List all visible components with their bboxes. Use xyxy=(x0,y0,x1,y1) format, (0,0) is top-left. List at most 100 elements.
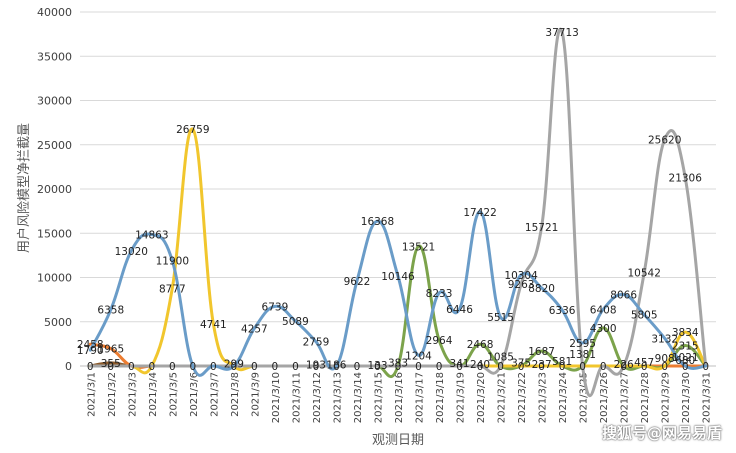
zero-value-label: 0 xyxy=(456,361,463,373)
data-label: 186 xyxy=(326,359,346,371)
data-label: 16368 xyxy=(361,216,394,228)
zero-value-label: 0 xyxy=(107,361,114,373)
data-label: 13521 xyxy=(402,241,435,253)
zero-value-label: 0 xyxy=(210,361,217,373)
zero-value-label: 0 xyxy=(87,361,94,373)
x-tick-label: 2021/3/29 xyxy=(661,372,672,423)
x-tick-label: 2021/3/21 xyxy=(497,372,508,423)
data-label: 8066 xyxy=(610,290,637,302)
zero-value-label: 0 xyxy=(682,361,689,373)
x-tick-label: 2021/3/8 xyxy=(230,372,241,417)
data-label: 4257 xyxy=(241,323,268,335)
data-label: 2964 xyxy=(426,335,453,347)
data-label: 8777 xyxy=(159,283,186,295)
data-label: 2759 xyxy=(303,337,330,349)
data-label: 10304 xyxy=(504,270,538,282)
x-tick-label: 2021/3/18 xyxy=(435,372,446,423)
y-tick-label: 30000 xyxy=(37,95,72,108)
x-tick-label: 2021/3/27 xyxy=(620,372,631,423)
data-label: 908 xyxy=(655,353,675,365)
zero-value-label: 0 xyxy=(661,361,668,373)
data-label: 3132 xyxy=(651,333,678,345)
data-label: 457 xyxy=(634,357,654,369)
zero-value-label: 0 xyxy=(600,361,607,373)
zero-value-label: 0 xyxy=(436,361,443,373)
data-label: 6739 xyxy=(262,301,289,313)
y-tick-label: 25000 xyxy=(37,139,72,152)
zero-value-label: 0 xyxy=(559,361,566,373)
x-tick-label: 2021/3/19 xyxy=(456,372,467,423)
zero-value-label: 0 xyxy=(374,361,381,373)
data-label: 4741 xyxy=(200,319,227,331)
y-tick-label: 15000 xyxy=(37,227,72,240)
data-label: 9622 xyxy=(344,276,371,288)
y-tick-label: 20000 xyxy=(37,183,72,196)
x-tick-label: 2021/3/26 xyxy=(599,372,610,423)
zero-value-label: 0 xyxy=(251,361,258,373)
x-tick-label: 2021/3/15 xyxy=(373,372,384,423)
data-label: 240 xyxy=(470,359,490,371)
data-label: 299 xyxy=(224,358,244,370)
data-label: 6336 xyxy=(549,305,576,317)
data-label: 1204 xyxy=(405,350,432,362)
data-label: 1965 xyxy=(97,344,124,356)
data-label: 10542 xyxy=(627,268,660,280)
data-label: 3834 xyxy=(672,327,699,339)
y-tick-label: 5000 xyxy=(44,316,72,329)
data-label: 2315 xyxy=(672,341,699,353)
data-label: 680 xyxy=(675,355,695,367)
data-label: 4300 xyxy=(590,323,617,335)
x-tick-label: 2021/3/14 xyxy=(353,372,364,423)
x-tick-label: 2021/3/16 xyxy=(394,372,405,423)
data-label: 6358 xyxy=(97,305,124,317)
x-axis-title: 观测日期 xyxy=(372,433,424,448)
x-tick-label: 2021/3/12 xyxy=(312,372,323,423)
y-tick-label: 0 xyxy=(65,360,72,373)
gridlines xyxy=(80,11,716,367)
x-tick-label: 2021/3/24 xyxy=(558,372,569,423)
zero-markers: 0 0 0 0 0 0 0 0 0 0 0 0 0 0 0 0 0 0 0 0 0 0 0 0 0 0 0 0 0 0 0 xyxy=(87,361,709,373)
data-label: 1021 xyxy=(672,352,699,364)
zero-value-label: 0 xyxy=(169,361,176,373)
data-label: 226 xyxy=(614,359,634,371)
y-axis-title: 用户风险模型净拦截量 xyxy=(16,123,32,253)
zero-value-label: 0 xyxy=(620,361,627,373)
zero-value-label: 0 xyxy=(538,361,545,373)
data-label: 13020 xyxy=(115,246,148,258)
x-tick-label: 2021/3/2 xyxy=(107,372,118,417)
zero-value-label: 0 xyxy=(354,361,361,373)
x-tick-label: 2021/3/17 xyxy=(415,372,426,423)
zero-value-label: 0 xyxy=(702,361,709,373)
data-label: 10146 xyxy=(381,271,415,283)
zero-value-label: 0 xyxy=(231,361,238,373)
x-tick-label: 2021/3/10 xyxy=(271,372,282,423)
data-label: 355 xyxy=(101,358,121,370)
data-label: 2595 xyxy=(569,338,596,350)
zero-value-label: 0 xyxy=(395,361,402,373)
data-label: 375 xyxy=(511,358,531,370)
watermark: 搜狐号@网易易盾 xyxy=(601,424,722,442)
data-label: 6446 xyxy=(446,304,473,316)
zero-value-label: 0 xyxy=(148,361,155,373)
data-label: 5515 xyxy=(487,312,514,324)
data-label: 9263 xyxy=(508,279,535,291)
x-tick-label: 2021/3/13 xyxy=(332,372,343,423)
x-tick-label: 2021/3/11 xyxy=(291,372,302,423)
data-label: 26759 xyxy=(176,124,209,136)
zero-value-label: 0 xyxy=(128,361,135,373)
x-tick-label: 2021/3/28 xyxy=(640,372,651,423)
x-tick-label: 2021/3/31 xyxy=(702,372,713,423)
data-label: 8233 xyxy=(426,288,453,300)
data-label: 1085 xyxy=(487,351,514,363)
data-label: 5089 xyxy=(282,316,309,328)
data-label: 193 xyxy=(306,359,326,371)
data-label: 25620 xyxy=(648,134,681,146)
series-line-2 xyxy=(88,27,708,398)
data-label: 14863 xyxy=(135,229,168,241)
x-tick-label: 2021/3/4 xyxy=(148,372,159,417)
data-label: 11900 xyxy=(156,256,189,268)
y-tick-label: 40000 xyxy=(37,6,72,19)
x-tick-label: 2021/3/9 xyxy=(250,372,261,417)
